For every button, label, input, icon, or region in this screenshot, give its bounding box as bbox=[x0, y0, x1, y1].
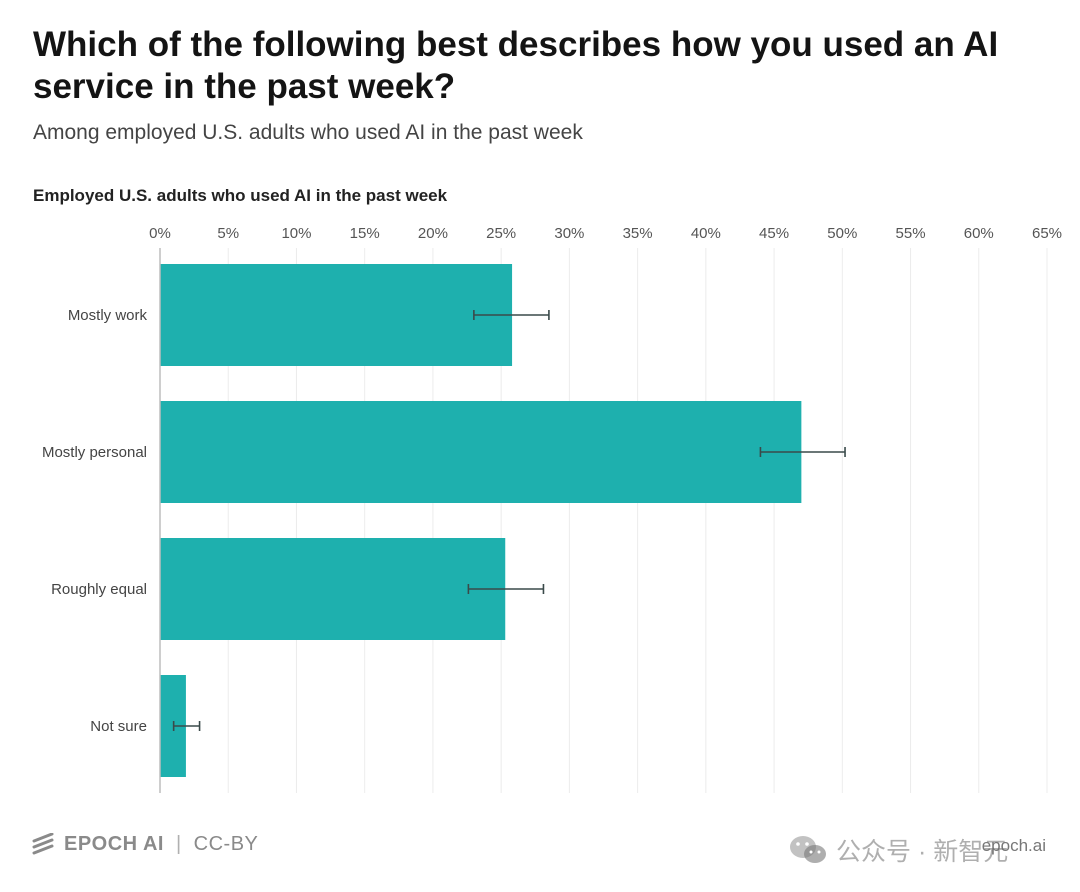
x-tick-label: 55% bbox=[896, 225, 926, 242]
error-bar bbox=[172, 721, 201, 731]
x-tick-label: 50% bbox=[827, 225, 857, 242]
bar bbox=[160, 538, 506, 640]
x-tick-label: 15% bbox=[350, 225, 380, 242]
wechat-watermark: 公众号 · 新智元 bbox=[788, 832, 1008, 868]
error-bars bbox=[172, 310, 846, 731]
x-tick-label: 45% bbox=[759, 225, 789, 242]
error-bar bbox=[759, 447, 846, 457]
chart-subtitle: Among employed U.S. adults who used AI i… bbox=[33, 121, 583, 144]
category-label: Mostly work bbox=[68, 307, 148, 324]
x-tick-label: 5% bbox=[217, 225, 239, 242]
panel-label: Employed U.S. adults who used AI in the … bbox=[33, 186, 448, 205]
x-tick-label: 20% bbox=[418, 225, 448, 242]
brand-name: EPOCH AI bbox=[64, 832, 164, 855]
x-tick-label: 35% bbox=[623, 225, 653, 242]
x-tick-label: 60% bbox=[964, 225, 994, 242]
footer-separator: | bbox=[175, 832, 182, 855]
wechat-icon bbox=[790, 836, 826, 863]
x-tick-label: 40% bbox=[691, 225, 721, 242]
x-tick-label: 25% bbox=[486, 225, 516, 242]
category-label: Not sure bbox=[90, 718, 147, 735]
bars bbox=[160, 264, 802, 777]
epoch-logo: EPOCH AI | CC-BY bbox=[32, 831, 258, 857]
x-tick-label: 10% bbox=[281, 225, 311, 242]
epoch-logo-icon bbox=[32, 833, 54, 855]
x-tick-label: 30% bbox=[554, 225, 584, 242]
category-label: Mostly personal bbox=[42, 444, 147, 461]
chart-title: Which of the following best describes ho… bbox=[33, 25, 999, 106]
site-link[interactable]: epoch.ai bbox=[981, 836, 1046, 855]
x-axis-ticks: 0% 5% 10% 15% 20% 25% 30% 35% 40% 45% 50% 55% 60% 65% bbox=[149, 225, 1062, 242]
license-label: CC-BY bbox=[193, 832, 259, 855]
x-tick-label: 65% bbox=[1032, 225, 1062, 242]
error-bar bbox=[467, 584, 545, 594]
bar bbox=[160, 401, 802, 503]
bar bbox=[160, 264, 513, 366]
category-labels: Mostly work Mostly personal Roughly equal N… bbox=[42, 307, 148, 735]
category-label: Roughly equal bbox=[51, 581, 147, 598]
error-bar bbox=[473, 310, 550, 320]
watermark-text: 公众号 · 新智元 bbox=[836, 838, 1009, 866]
x-tick-label: 0% bbox=[149, 225, 171, 242]
